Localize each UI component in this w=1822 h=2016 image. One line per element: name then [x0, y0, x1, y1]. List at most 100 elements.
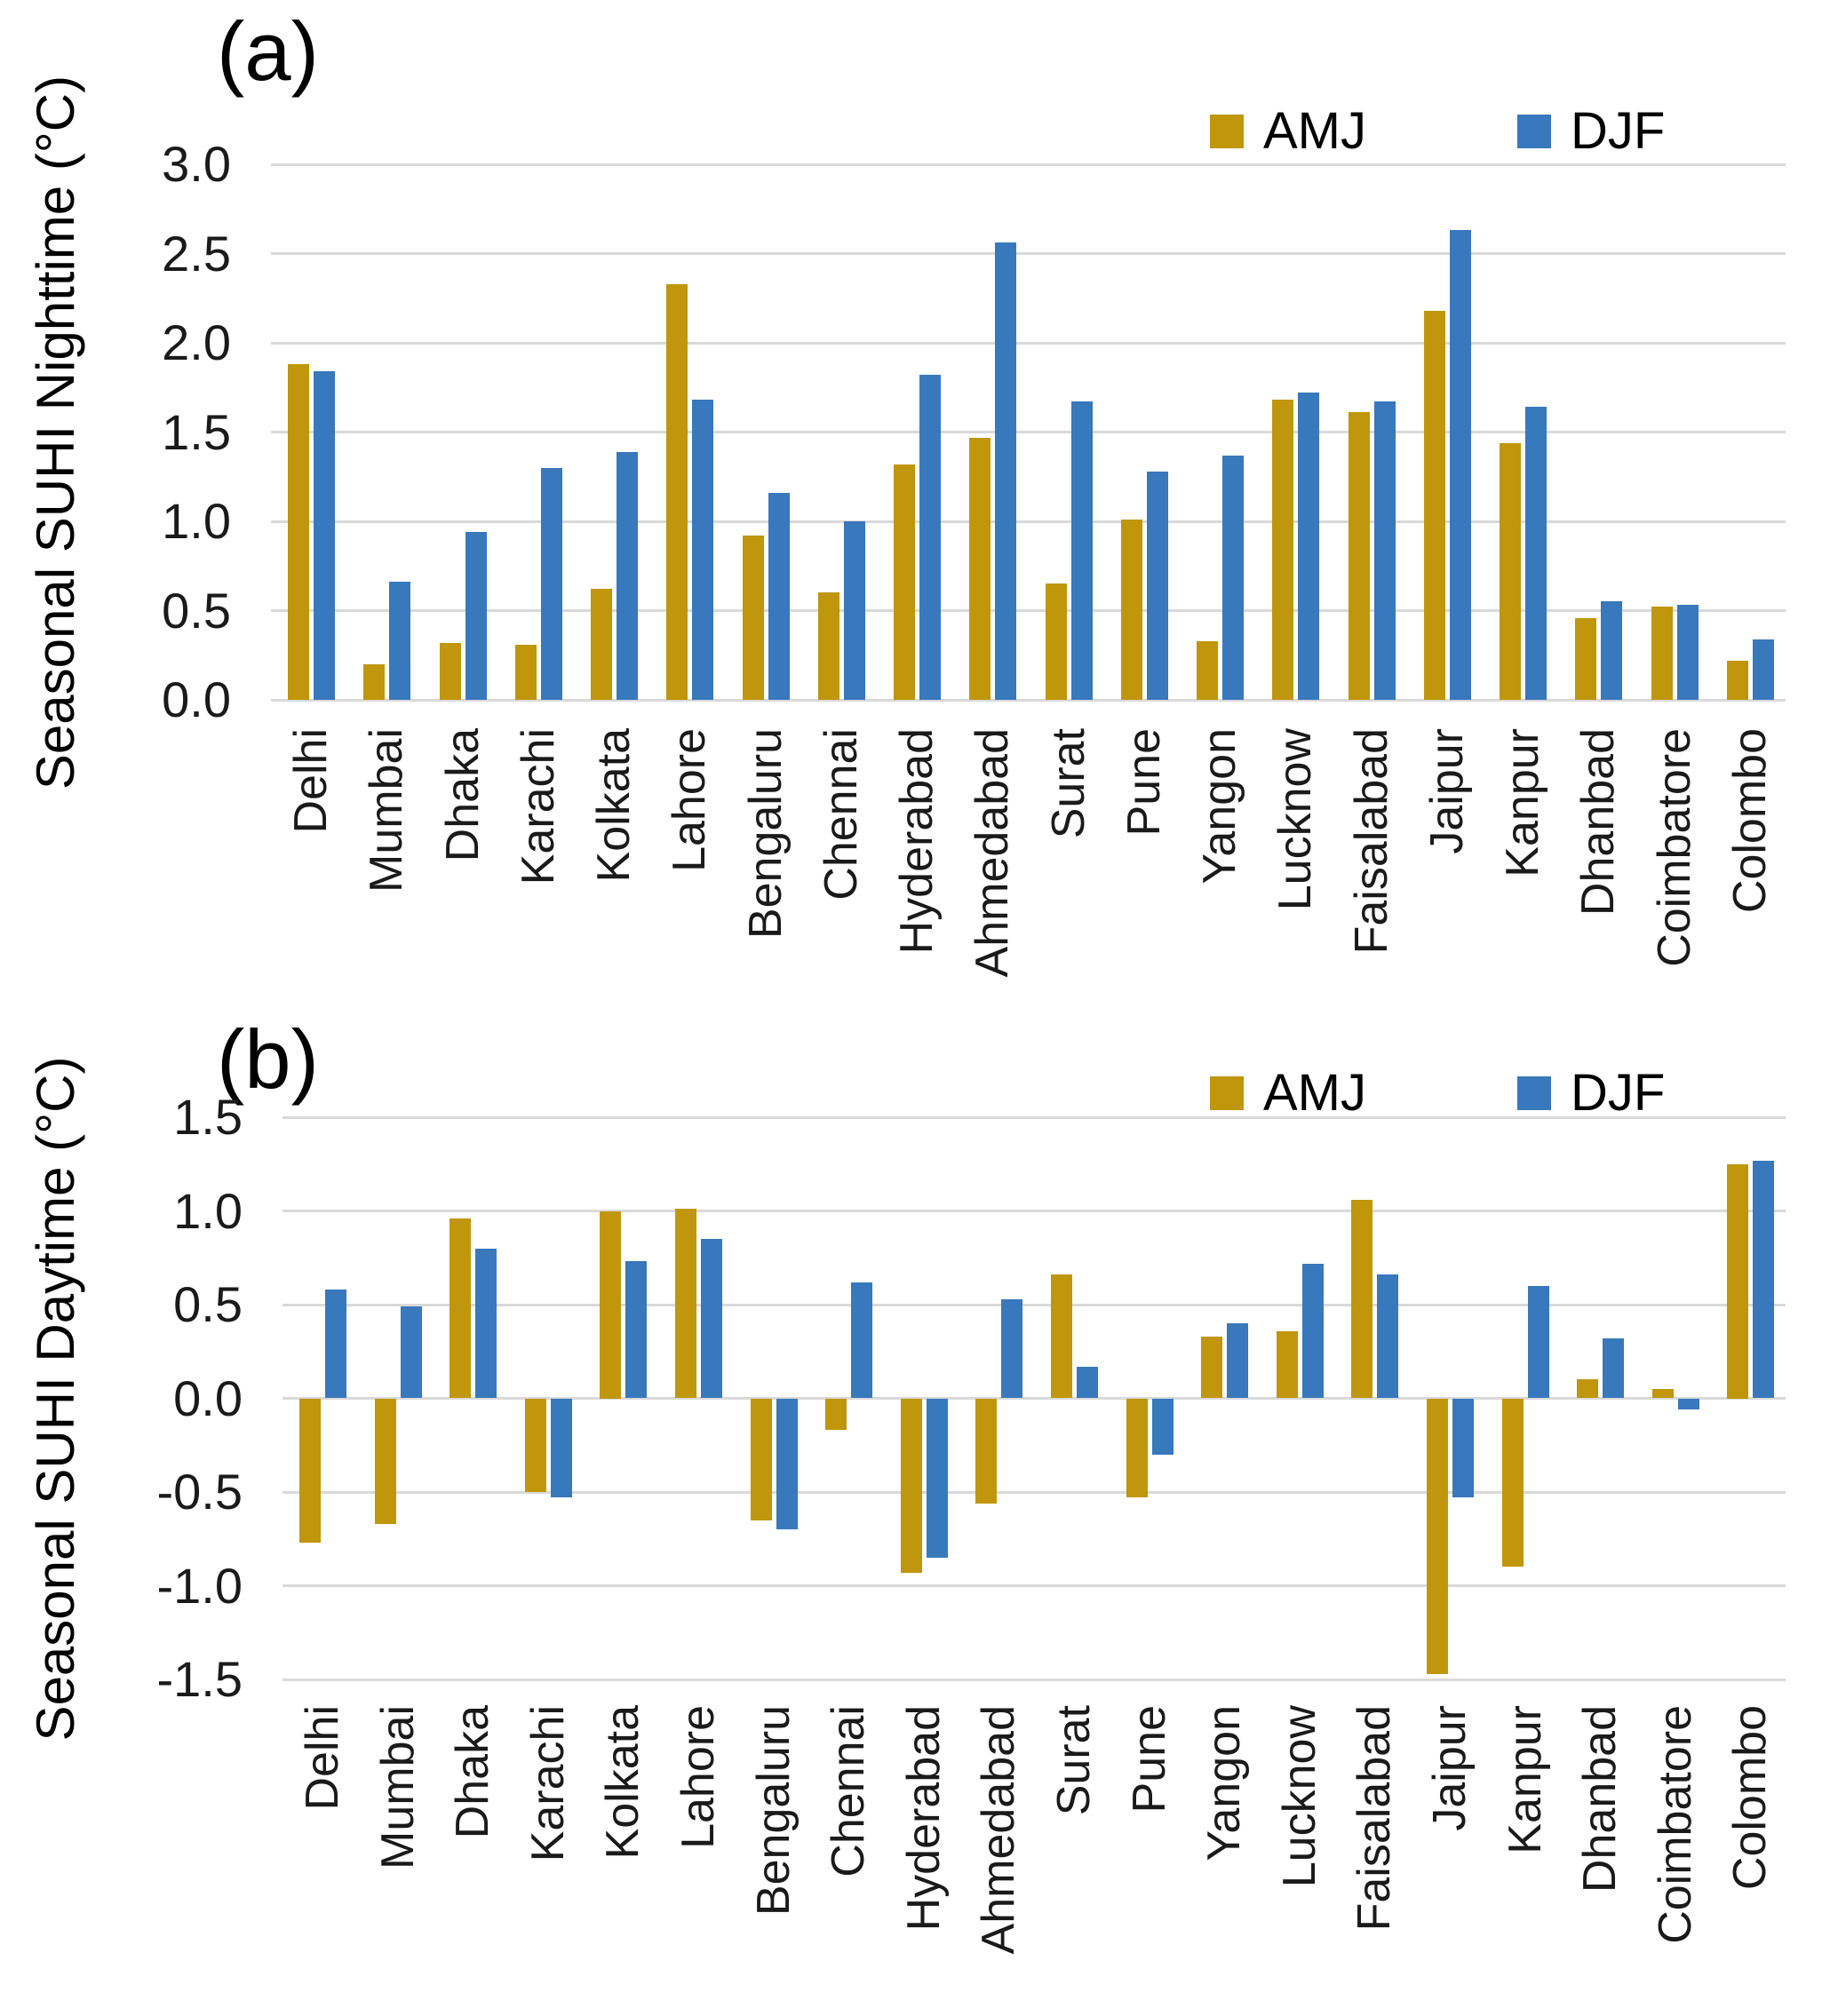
bar-amj-hyderabad	[894, 464, 915, 700]
grid-line	[282, 1397, 1786, 1400]
y-tick-label: 1.5	[162, 403, 231, 460]
x-label-kolkata: Kolkata	[597, 1705, 649, 1860]
bar-djf-kanpur	[1527, 1285, 1549, 1399]
bar-djf-hyderabad	[919, 375, 941, 700]
bar-amj-kolkata	[600, 1210, 622, 1399]
bar-amj-mumbai	[374, 1398, 396, 1524]
x-label-mumbai: Mumbai	[371, 1705, 424, 1869]
bar-amj-bengaluru	[750, 1398, 772, 1520]
legend-label-amj: AMJ	[1263, 1064, 1366, 1122]
x-label-colombo: Colombo	[1724, 1705, 1777, 1891]
x-label-dhanbad: Dhanbad	[1574, 1705, 1627, 1893]
bar-amj-surat	[1045, 583, 1067, 700]
bar-djf-colombo	[1752, 639, 1774, 700]
bar-amj-yangon	[1197, 640, 1218, 700]
bar-djf-dhanbad	[1601, 601, 1623, 700]
panel-label-b: (b)	[217, 1012, 319, 1106]
x-label-lahore: Lahore	[672, 1705, 724, 1849]
grid-line	[271, 520, 1786, 523]
bar-djf-hyderabad	[926, 1398, 948, 1558]
legend-daytime: AMJ DJF	[1210, 1063, 1665, 1123]
plot-area-daytime: 1.5 1.0 0.5 0.0 -0.5 -1.0 -1.5 Delhi Mumbai Dhaka…	[0, 1008, 1822, 2016]
bar-amj-kolkata	[591, 589, 612, 700]
x-label-bengaluru: Bengaluru	[747, 1705, 800, 1917]
bar-djf-delhi	[314, 371, 335, 700]
bar-djf-karachi	[550, 1398, 572, 1498]
x-label-yangon: Yangon	[1198, 1705, 1251, 1861]
bar-djf-yangon	[1227, 1323, 1249, 1399]
grid-line	[271, 698, 1786, 702]
bar-amj-dhanbad	[1575, 617, 1597, 700]
legend-label-djf: DJF	[1571, 102, 1666, 160]
x-label-jaipur: Jaipur	[1420, 728, 1473, 854]
amj-swatch-icon	[1210, 114, 1244, 148]
bar-amj-lucknow	[1276, 1330, 1298, 1399]
x-label-mumbai: Mumbai	[361, 728, 413, 893]
x-label-dhaka: Dhaka	[447, 1705, 499, 1839]
bar-djf-kanpur	[1525, 407, 1547, 700]
x-label-karachi: Karachi	[521, 1705, 574, 1862]
y-tick-label: 2.5	[162, 225, 231, 282]
panel-label-a: (a)	[217, 4, 319, 98]
grid-line	[271, 609, 1786, 612]
bar-djf-mumbai	[389, 582, 411, 700]
y-tick-label: 3.0	[162, 136, 231, 192]
bar-djf-coimbatore	[1676, 605, 1699, 700]
bar-djf-faisalabad	[1377, 1274, 1399, 1399]
grid-line	[271, 341, 1786, 345]
bar-djf-bengaluru	[776, 1398, 798, 1530]
bar-amj-faisalabad	[1351, 1199, 1373, 1399]
bar-amj-ahmedabad	[969, 437, 991, 700]
bar-djf-lucknow	[1298, 393, 1320, 700]
bar-djf-chennai	[843, 521, 865, 700]
bar-amj-jaipur	[1427, 1398, 1448, 1674]
djf-swatch-icon	[1517, 114, 1551, 148]
bar-djf-chennai	[851, 1282, 873, 1399]
y-tick-label: 0.0	[173, 1369, 243, 1426]
x-label-pune: Pune	[1123, 1705, 1175, 1814]
bar-amj-kanpur	[1500, 442, 1521, 700]
bar-amj-coimbatore	[1651, 1388, 1674, 1399]
grid-line	[282, 1584, 1786, 1587]
grid-line	[271, 431, 1786, 433]
grid-line	[271, 252, 1786, 255]
x-label-delhi: Delhi	[297, 1705, 348, 1811]
bar-amj-colombo	[1727, 1163, 1749, 1399]
y-tick-label: 0.5	[162, 582, 231, 639]
bar-djf-bengaluru	[768, 492, 790, 700]
plot-area-nighttime: 3.0 2.5 2.0 1.5 1.0 0.5 0.0 Delhi Mumbai Dhaka Kar…	[162, 136, 1786, 977]
x-label-hyderabad: Hyderabad	[897, 1705, 950, 1932]
y-tick-label: 1.5	[173, 1089, 243, 1145]
y-tick-label: 2.0	[162, 314, 231, 370]
bar-amj-jaipur	[1423, 310, 1445, 700]
bar-djf-ahmedabad	[1001, 1298, 1023, 1399]
x-label-yangon: Yangon	[1194, 728, 1245, 885]
bar-amj-bengaluru	[742, 536, 764, 700]
x-label-dhaka: Dhaka	[436, 728, 489, 862]
x-label-ahmedabad: Ahmedabad	[967, 728, 1019, 978]
x-label-faisalabad: Faisalabad	[1349, 1705, 1401, 1932]
bar-amj-chennai	[817, 592, 839, 700]
bar-amj-lucknow	[1272, 400, 1294, 700]
bar-amj-dhanbad	[1577, 1379, 1599, 1399]
bar-djf-delhi	[325, 1290, 346, 1399]
bar-djf-mumbai	[400, 1306, 422, 1399]
panel-daytime: Seasonal SUHI Daytime (°C) (b) AMJ DJF 1…	[0, 1008, 1822, 2016]
bar-amj-yangon	[1201, 1336, 1223, 1399]
y-tick-label: -0.5	[156, 1464, 243, 1520]
bar-djf-surat	[1077, 1366, 1098, 1399]
bar-amj-colombo	[1726, 660, 1748, 700]
y-tick-label: -1.5	[156, 1651, 243, 1707]
x-label-chennai: Chennai	[823, 1705, 875, 1877]
bar-djf-surat	[1070, 401, 1093, 700]
bar-djf-lahore	[701, 1239, 722, 1399]
x-label-bengaluru: Bengaluru	[739, 728, 792, 940]
bar-djf-kolkata	[617, 451, 638, 700]
grid-line	[282, 1303, 1786, 1306]
x-label-faisalabad: Faisalabad	[1345, 728, 1397, 955]
x-label-delhi: Delhi	[285, 728, 337, 834]
x-label-ahmedabad: Ahmedabad	[973, 1705, 1025, 1955]
x-label-chennai: Chennai	[815, 728, 867, 901]
bar-djf-dhaka	[475, 1248, 497, 1399]
x-label-surat: Surat	[1042, 728, 1094, 839]
